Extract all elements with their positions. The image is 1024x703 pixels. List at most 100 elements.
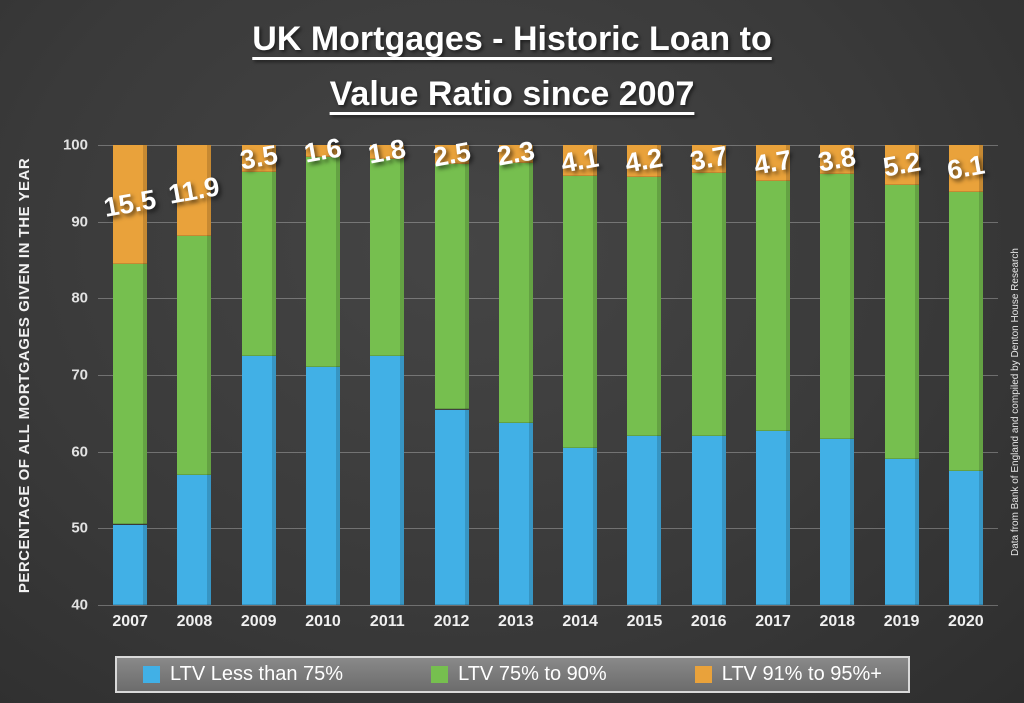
legend-label-0: LTV Less than 75% xyxy=(170,663,344,685)
bar-segment-2014-series-0 xyxy=(563,447,598,605)
bar-segment-2020-series-0 xyxy=(948,470,983,605)
gridline-60 xyxy=(98,451,998,453)
source-credit: Data from Bank of England and compiled b… xyxy=(1010,248,1021,556)
legend-swatch-1 xyxy=(431,666,449,683)
bar-segment-2016-series-2 xyxy=(691,145,726,174)
bar-segment-2018-series-0 xyxy=(820,438,855,605)
legend-swatch-2 xyxy=(694,666,712,683)
bar-segment-2014-series-1 xyxy=(563,176,598,448)
bar-segment-2008-series-2 xyxy=(177,145,212,237)
bar-segment-2015-series-2 xyxy=(627,145,662,178)
bar-segment-2010-series-0 xyxy=(306,367,340,605)
bar-segment-2019-series-2 xyxy=(884,145,919,185)
bar-segment-2011-series-2 xyxy=(370,145,405,159)
bar-segment-2012-series-0 xyxy=(434,409,469,605)
x-axis-label-2018: 2018 xyxy=(819,613,856,630)
bar-segment-2020-series-2 xyxy=(948,145,983,192)
y-tick-label-40: 40 xyxy=(71,596,88,614)
x-axis-label-2013: 2013 xyxy=(498,613,534,630)
bar-segment-2013-series-2 xyxy=(498,145,533,163)
data-label-2008: 11.9 xyxy=(166,170,223,210)
bar-segment-2011-series-1 xyxy=(370,158,405,356)
bar-segment-2016-series-0 xyxy=(691,436,726,605)
data-label-2012: 2.5 xyxy=(430,136,473,173)
legend-item-2: LTV 91% to 95%+ xyxy=(694,663,882,686)
x-axis-label-2007: 2007 xyxy=(112,613,148,630)
data-label-2018: 3.8 xyxy=(816,141,859,178)
bar-segment-2007-series-1 xyxy=(113,263,148,525)
bar-segment-2011-series-0 xyxy=(370,355,405,605)
bar-segment-2007-series-2 xyxy=(113,145,148,264)
x-axis-label-2015: 2015 xyxy=(626,613,663,630)
data-label-2015: 4.2 xyxy=(623,142,666,179)
bar-segment-2008-series-0 xyxy=(177,474,212,605)
gridline-100 xyxy=(98,145,998,146)
y-tick-label-90: 90 xyxy=(71,213,88,231)
legend-label-1: LTV 75% to 90% xyxy=(458,663,607,685)
x-axis-label-2019: 2019 xyxy=(883,613,920,630)
x-axis-label-2008: 2008 xyxy=(176,613,213,630)
bar-segment-2009-series-2 xyxy=(241,145,276,172)
bar-segment-2007-series-0 xyxy=(113,524,148,605)
title-text-line-2: Value Ratio since 2007 xyxy=(329,75,695,114)
title-text-line-1: UK Mortgages - Historic Loan to xyxy=(252,20,772,58)
x-axis-label-2017: 2017 xyxy=(755,613,791,630)
x-axis-label-2016: 2016 xyxy=(690,613,727,630)
bar-segment-2010-series-2 xyxy=(306,145,340,158)
legend-item-0: LTV Less than 75% xyxy=(143,663,343,686)
x-axis-label-2020: 2020 xyxy=(948,613,984,630)
x-axis-label-2014: 2014 xyxy=(562,613,598,630)
y-tick-label-80: 80 xyxy=(71,289,88,307)
bar-segment-2019-series-0 xyxy=(884,459,919,605)
gridline-90 xyxy=(98,221,998,223)
data-label-2016: 3.7 xyxy=(687,140,730,177)
x-axis-label-2011: 2011 xyxy=(369,613,405,630)
chart-title-line-1: UK Mortgages - Historic Loan to xyxy=(0,12,1024,67)
bar-segment-2017-series-2 xyxy=(756,145,790,182)
legend-item-1: LTV 75% to 90% xyxy=(431,663,607,686)
x-axis-label-2010: 2010 xyxy=(305,613,341,630)
bar-segment-2018-series-2 xyxy=(820,145,855,175)
bar-segment-2015-series-1 xyxy=(627,177,662,437)
bar-segment-2012-series-2 xyxy=(434,145,469,165)
x-axis-label-2012: 2012 xyxy=(433,613,470,630)
gridline-40 xyxy=(98,605,998,606)
y-axis-title-text: PERCENTAGE OF ALL MORTGAGES GIVEN IN THE… xyxy=(16,157,34,593)
legend: LTV Less than 75% LTV 75% to 90% LTV 91% t… xyxy=(115,656,910,693)
data-label-2011: 1.8 xyxy=(366,133,409,170)
chart-title-line-2: Value Ratio since 2007 xyxy=(0,67,1024,122)
chart-title: UK Mortgages - Historic Loan to Value Ra… xyxy=(0,12,1024,122)
bar-segment-2017-series-0 xyxy=(756,430,790,605)
data-label-2013: 2.3 xyxy=(494,135,537,172)
y-tick-label-100: 100 xyxy=(62,136,88,154)
gridline-50 xyxy=(98,528,998,530)
bar-segment-2013-series-1 xyxy=(498,162,533,424)
gridline-70 xyxy=(98,375,998,376)
bar-segment-2013-series-0 xyxy=(498,423,533,605)
y-tick-label-70: 70 xyxy=(71,366,88,384)
y-axis-title: PERCENTAGE OF ALL MORTGAGES GIVEN IN THE… xyxy=(4,145,46,605)
data-label-2017: 4.7 xyxy=(751,144,795,181)
bar-segment-2015-series-0 xyxy=(627,436,662,605)
legend-label-2: LTV 91% to 95%+ xyxy=(721,663,882,685)
legend-swatch-0 xyxy=(143,666,160,683)
bar-segment-2018-series-1 xyxy=(820,174,855,439)
bar-segment-2009-series-1 xyxy=(241,171,276,356)
data-label-2010: 1.6 xyxy=(301,132,345,169)
bar-segment-2019-series-1 xyxy=(884,184,919,460)
data-label-2007: 15.5 xyxy=(101,184,159,224)
bar-segment-2008-series-1 xyxy=(177,236,212,475)
bar-segment-2017-series-1 xyxy=(756,181,790,431)
bar-segment-2016-series-1 xyxy=(691,173,726,437)
bar-segment-2020-series-1 xyxy=(948,191,983,471)
bar-segment-2010-series-1 xyxy=(306,157,340,368)
plot-area: 40 50 60 70 80 90 100 2007 15.5 2008 11.9 2009 3.5 20… xyxy=(63,133,998,630)
bar-segment-2012-series-1 xyxy=(434,164,469,410)
data-label-2019: 5.2 xyxy=(880,146,923,183)
data-label-2014: 4.1 xyxy=(558,142,602,179)
y-tick-label-50: 50 xyxy=(71,519,88,537)
y-tick-label-60: 60 xyxy=(71,443,88,461)
gridline-80 xyxy=(98,298,998,300)
bar-segment-2009-series-0 xyxy=(241,355,276,605)
